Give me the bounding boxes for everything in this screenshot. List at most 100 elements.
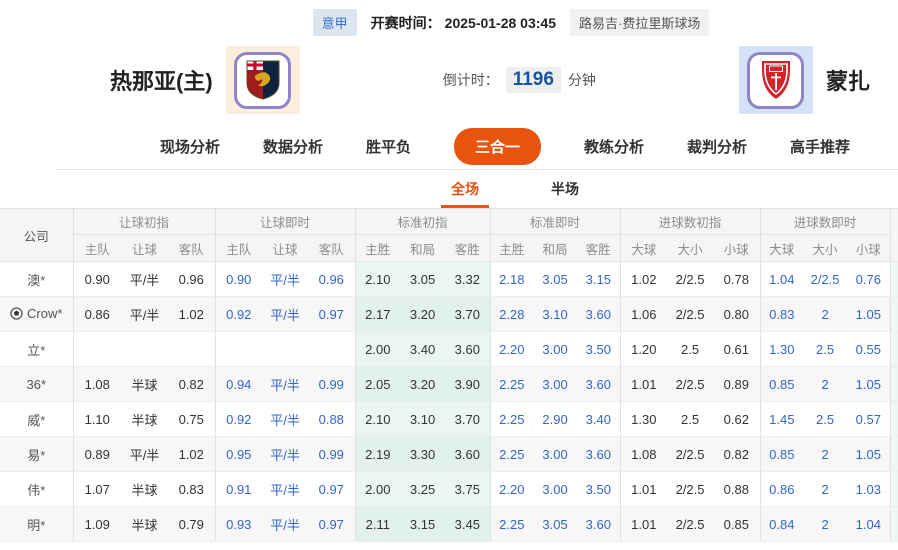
group-header-1: 让球初指 <box>73 208 216 235</box>
odds-cell: 1.10 <box>73 401 121 437</box>
tab-5[interactable]: 教练分析 <box>584 139 645 156</box>
col-header: 客队 <box>308 234 356 262</box>
odds-cell: 1.45 <box>760 401 804 437</box>
odds-cell: 2.25 <box>490 506 534 542</box>
company-cell[interactable]: 澳* <box>0 261 74 297</box>
odds-cell: 2.10 <box>355 401 401 437</box>
odds-cell: 3.50 <box>577 471 621 507</box>
table-row: 澳* 0.90 平/半 0.96 0.90 平/半 0.96 2.10 3.05 3.32 2.18… <box>0 261 898 297</box>
odds-cell: 2/2.5 <box>667 436 714 472</box>
tab-7[interactable]: 高手推荐 <box>790 139 851 156</box>
odds-cell: 平/半 <box>262 401 309 437</box>
odds-cell: 2.25 <box>490 401 534 437</box>
company-cell[interactable]: 立* <box>0 331 74 367</box>
away-logo-panel <box>738 46 813 114</box>
company-cell[interactable]: Crow* <box>0 296 74 332</box>
monza-crest-icon <box>747 51 805 109</box>
odds-cell: 0.80 <box>713 296 761 332</box>
odds-cell: 2.28 <box>490 296 534 332</box>
table-row: 立* 2.00 3.40 3.60 2.20 3.00 3.50 1.20 2.5 0.61 1.3… <box>0 331 898 367</box>
odds-cell: 1.30 <box>620 401 668 437</box>
odds-cell: 1.03 <box>847 471 891 507</box>
odds-cell: 3.00 <box>533 331 578 367</box>
odds-cell: 0.78 <box>713 261 761 297</box>
odds-cell: 3.32 <box>445 261 491 297</box>
table-edge <box>890 506 898 542</box>
group-header-2: 让球即时 <box>215 208 356 235</box>
table-row: Crow* 0.86 平/半 1.02 0.92 平/半 0.97 2.17 3.20 3.70 2… <box>0 296 898 332</box>
subtab-1[interactable]: 全场 <box>441 179 489 208</box>
odds-cell: 平/半 <box>121 261 168 297</box>
odds-cell: 1.04 <box>847 506 891 542</box>
odds-cell: 2.5 <box>803 401 848 437</box>
odds-cell: 3.20 <box>400 366 446 402</box>
col-header: 客队 <box>168 234 216 262</box>
tab-2[interactable]: 数据分析 <box>262 139 323 156</box>
odds-cell: 2 <box>803 436 848 472</box>
odds-cell: 0.82 <box>168 366 216 402</box>
odds-cell <box>308 331 356 367</box>
group-header-5: 进球数初指 <box>620 208 761 235</box>
away-team: 蒙扎 <box>738 46 870 114</box>
odds-cell: 2.25 <box>490 366 534 402</box>
odds-cell: 3.45 <box>445 506 491 542</box>
tab-4[interactable]: 三合一 <box>453 128 541 165</box>
subtab-2[interactable]: 半场 <box>551 181 579 197</box>
company-cell[interactable]: 伟* <box>0 471 74 507</box>
odds-cell: 2.18 <box>490 261 534 297</box>
home-logo-panel <box>225 46 300 114</box>
odds-cell: 平/半 <box>262 261 309 297</box>
odds-cell: 3.00 <box>533 436 578 472</box>
odds-cell: 0.96 <box>168 261 216 297</box>
odds-cell: 0.97 <box>308 506 356 542</box>
tab-6[interactable]: 裁判分析 <box>687 139 748 156</box>
odds-cell: 3.05 <box>533 506 578 542</box>
odds-cell: 0.92 <box>215 401 263 437</box>
odds-cell: 2.05 <box>355 366 401 402</box>
odds-cell: 2/2.5 <box>667 471 714 507</box>
odds-cell: 0.83 <box>168 471 216 507</box>
odds-cell: 3.60 <box>445 436 491 472</box>
odds-cell: 0.90 <box>215 261 263 297</box>
group-header-3: 标准初指 <box>355 208 491 235</box>
odds-cell: 3.00 <box>533 366 578 402</box>
odds-cell: 3.90 <box>445 366 491 402</box>
odds-cell: 2.5 <box>667 401 714 437</box>
analysis-tabs: 现场分析 数据分析 胜平负 三合一 教练分析 裁判分析 高手推荐 <box>56 124 898 170</box>
odds-cell: 1.30 <box>760 331 804 367</box>
table-row: 明* 1.09 半球 0.79 0.93 平/半 0.97 2.11 3.15 3.45 2.25 3… <box>0 506 898 542</box>
col-header: 主胜 <box>490 234 534 262</box>
odds-cell: 0.95 <box>215 436 263 472</box>
odds-cell: 平/半 <box>262 366 309 402</box>
tab-3[interactable]: 胜平负 <box>365 139 411 156</box>
odds-cell: 0.94 <box>215 366 263 402</box>
odds-cell: 2.5 <box>667 331 714 367</box>
odds-cell: 3.10 <box>400 401 446 437</box>
company-cell[interactable]: 36* <box>0 366 74 402</box>
odds-cell: 0.76 <box>847 261 891 297</box>
countdown-value: 1196 <box>505 67 561 93</box>
company-header: 公司 <box>0 208 74 262</box>
kickoff-time: 开赛时间： 2025-01-28 03:45 <box>370 14 556 31</box>
odds-cell <box>121 331 168 367</box>
odds-cell: 0.85 <box>760 436 804 472</box>
company-cell[interactable]: 明* <box>0 506 74 542</box>
company-cell[interactable]: 威* <box>0 401 74 437</box>
odds-cell: 3.30 <box>400 436 446 472</box>
company-cell[interactable]: 易* <box>0 436 74 472</box>
odds-cell: 半球 <box>121 471 168 507</box>
odds-cell: 3.70 <box>445 401 491 437</box>
odds-cell: 3.40 <box>400 331 446 367</box>
odds-cell: 平/半 <box>121 436 168 472</box>
odds-cell: 0.86 <box>73 296 121 332</box>
odds-cell <box>262 331 309 367</box>
odds-cell: 2.11 <box>355 506 401 542</box>
odds-cell: 2.17 <box>355 296 401 332</box>
tab-1[interactable]: 现场分析 <box>159 139 220 156</box>
odds-cell: 1.20 <box>620 331 668 367</box>
odds-cell: 0.62 <box>713 401 761 437</box>
odds-cell: 0.88 <box>308 401 356 437</box>
odds-cell: 0.89 <box>73 436 121 472</box>
odds-cell: 1.07 <box>73 471 121 507</box>
odds-cell: 3.15 <box>577 261 621 297</box>
